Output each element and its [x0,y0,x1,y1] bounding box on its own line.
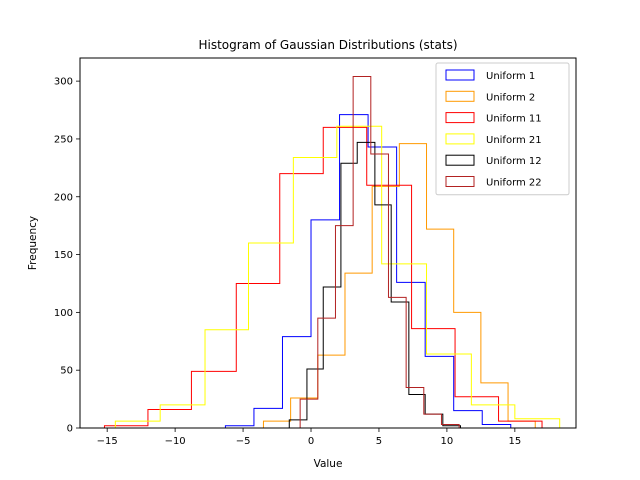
histogram-series [299,76,460,428]
legend-label: Uniform 1 [486,71,535,82]
legend-item: Uniform 21 [445,133,542,146]
legend-swatch [445,69,475,81]
chart-title: Histogram of Gaussian Distributions (sta… [198,38,457,52]
y-tick-label: 0 [67,424,73,435]
histogram-series [114,125,561,428]
y-tick-label: 250 [54,134,73,145]
x-tick-label: −10 [165,436,186,447]
x-tick-label: 5 [376,436,382,447]
x-tick-label: −15 [97,436,118,447]
y-axis-label: Frequency [27,216,39,270]
x-tick-label: 0 [308,436,314,447]
legend-item: Uniform 12 [445,154,542,167]
legend-label: Uniform 22 [486,178,542,189]
histogram-series [262,143,536,428]
x-tick-label: 10 [441,436,454,447]
legend-item: Uniform 22 [445,176,542,189]
legend-label: Uniform 2 [486,92,535,103]
plot-area-frame [79,57,577,429]
legend-box [435,62,570,196]
y-tick-label: 150 [54,250,73,261]
legend-label: Uniform 11 [486,114,542,125]
legend-swatch [445,154,475,166]
legend: Uniform 1 Uniform 2 Uniform 11 Uniform 21 Un… [435,62,570,196]
y-tick-label: 100 [54,308,73,319]
histogram-series-group [103,76,561,428]
histogram-step-outline [262,143,536,428]
x-tick-label: −5 [236,436,251,447]
legend-label: Uniform 12 [486,156,542,167]
histogram-step-outline [224,114,512,428]
legend-item: Uniform 11 [445,112,542,125]
y-axis-ticks: 0 50 100 150 200 250 300 [54,77,80,435]
legend-item: Uniform 1 [445,69,535,82]
legend-swatch [445,90,475,102]
histogram-step-outline [114,125,561,428]
y-tick-label: 200 [54,192,73,203]
y-tick-label: 50 [60,366,73,377]
legend-swatch [445,133,475,145]
histogram-series [224,114,512,428]
legend-item: Uniform 2 [445,90,535,103]
legend-swatch [445,112,475,124]
legend-label: Uniform 21 [486,135,542,146]
histogram-step-outline [103,126,543,428]
histogram-series [103,126,543,428]
histogram-step-outline [299,76,460,428]
x-tick-label: 15 [508,436,521,447]
legend-swatch [445,176,475,187]
x-axis-label: Value [314,458,343,470]
y-tick-label: 300 [54,77,73,88]
x-axis-ticks: −15 −10 −5 0 5 10 15 [97,428,521,447]
